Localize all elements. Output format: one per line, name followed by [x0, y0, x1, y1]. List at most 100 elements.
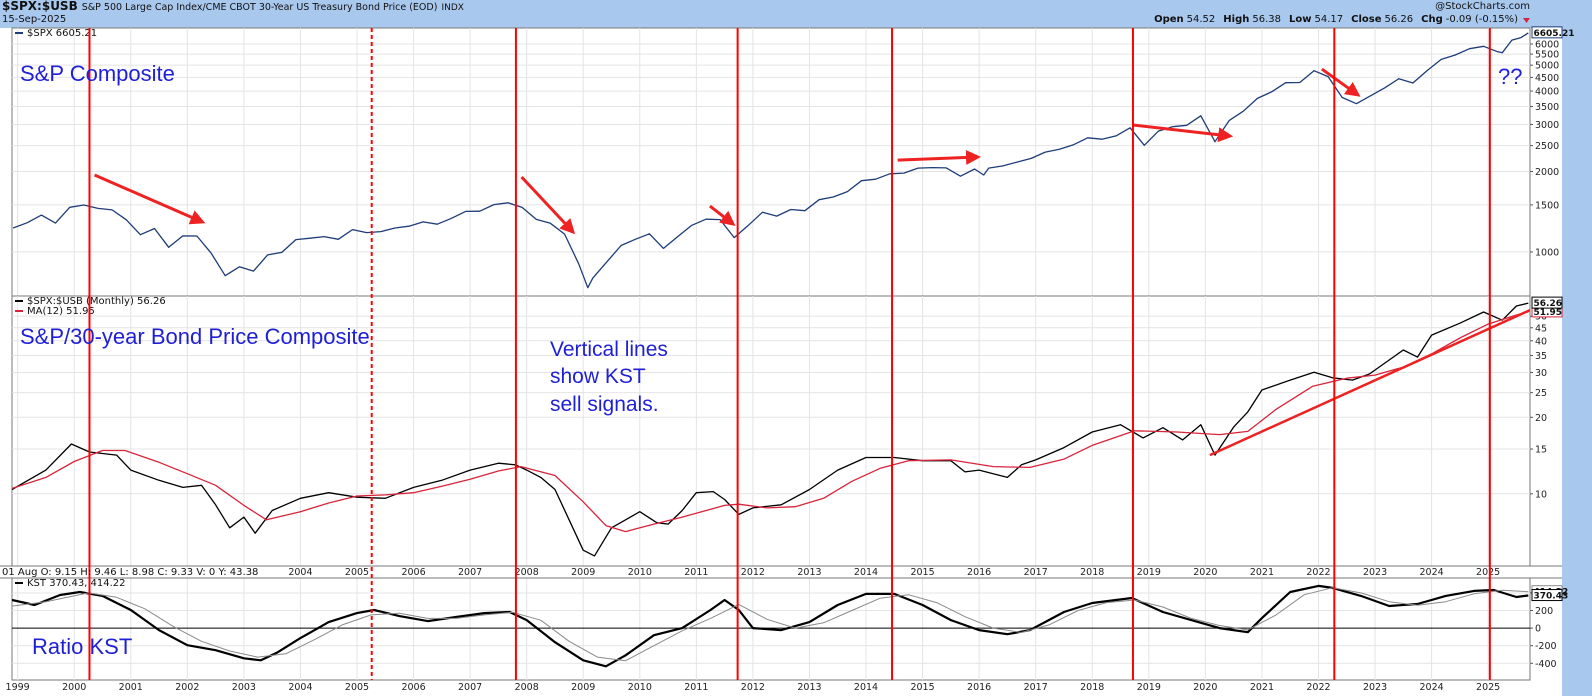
x-tick-label: 2022 [1306, 682, 1330, 693]
x-tick-label: 2013 [797, 567, 821, 578]
x-tick-label: 2017 [1024, 567, 1048, 578]
series-line [12, 302, 1529, 557]
x-tick-label: 2025 [1476, 682, 1500, 693]
series-line [12, 32, 1529, 289]
x-tick-label: 2015 [910, 682, 934, 693]
x-tick-label: 1999 [6, 682, 30, 693]
x-tick-label: 2024 [1419, 682, 1443, 693]
y-tick-label: 25 [1535, 388, 1547, 399]
annotation-arrow [897, 149, 981, 165]
x-tick-label: 2014 [854, 682, 878, 693]
x-tick-label: 2005 [345, 682, 369, 693]
x-tick-label: 2006 [401, 682, 425, 693]
annotation: Vertical lines [550, 338, 668, 361]
x-tick-label: 2005 [345, 567, 369, 578]
y-tick-label: 2500 [1535, 141, 1559, 152]
panel: 101520253035404550$SPX:$USB (Monthly) 56… [11, 295, 1563, 567]
x-tick-label: 2008 [515, 567, 539, 578]
value-tag-label: 370.43 [1534, 592, 1569, 602]
annotation: S&P/30-year Bond Price Composite [20, 324, 370, 349]
change-indicator [1523, 18, 1530, 23]
quote-label: High [1223, 14, 1249, 25]
y-tick-label: 30 [1535, 368, 1547, 379]
trendline [1209, 308, 1530, 457]
quote-value: 54.17 [1314, 14, 1343, 25]
value-tag [1531, 296, 1563, 309]
y-tick-label: 5000 [1535, 61, 1559, 72]
description: S&P 500 Large Cap Index/CME CBOT 30-Year… [82, 2, 438, 13]
y-tick-label: 3500 [1535, 102, 1559, 113]
annotation: Ratio KST [32, 634, 132, 659]
x-tick-label: 2000 [62, 682, 86, 693]
x-tick-label: 2015 [910, 567, 934, 578]
x-tick-label: 2008 [515, 682, 539, 693]
x-tick-label: 2020 [1193, 567, 1217, 578]
x-tick-label: 2011 [684, 567, 708, 578]
quote-label: Low [1289, 14, 1311, 25]
legend-entry: MA(12) 51.95 [27, 306, 95, 317]
y-tick-label: 45 [1535, 323, 1547, 334]
x-tick-label: 2013 [797, 682, 821, 693]
x-tick-label: 2021 [1250, 567, 1274, 578]
x-tick-label: 2020 [1193, 682, 1217, 693]
quote-label: Close [1351, 14, 1382, 25]
y-tick-label: 1000 [1535, 247, 1559, 258]
quote-value: -0.09 (-0.15%) [1446, 14, 1518, 25]
quote-value: 54.52 [1187, 14, 1216, 25]
y-tick-label: 35 [1535, 351, 1547, 362]
x-tick-label: 2023 [1363, 567, 1387, 578]
series-line [12, 311, 1529, 533]
value-tag-label: 56.26 [1534, 299, 1562, 309]
value-tag [1531, 26, 1563, 39]
bar-info: 01 Aug O: 9.15 H: 9.46 L: 8.98 C: 9.33 V… [2, 567, 258, 578]
value-tag-label: 6605.21 [1534, 29, 1575, 39]
y-tick-label: -400 [1535, 659, 1557, 670]
quote: Open 54.52 High 56.38 Low 54.17 Close 56.26 Chg -… [1154, 14, 1518, 25]
annotation-arrow [1320, 67, 1361, 97]
x-tick-label: 2010 [628, 567, 652, 578]
y-tick-label: -200 [1535, 641, 1557, 652]
x-tick-label: 2021 [1250, 682, 1274, 693]
annotation: S&P Composite [20, 61, 175, 86]
watermark: @StockCharts.com [1435, 1, 1530, 12]
x-tick-label: 2018 [1080, 567, 1104, 578]
x-tick-label: 2025 [1476, 567, 1500, 578]
x-tick-label: 2010 [628, 682, 652, 693]
quote-value: 56.26 [1385, 14, 1414, 25]
quote-label: Open [1154, 14, 1184, 25]
x-tick-label: 2012 [741, 682, 765, 693]
annotation-arrow [708, 204, 736, 226]
y-tick-label: 2000 [1535, 167, 1559, 178]
x-tick-label: 2007 [458, 567, 482, 578]
y-tick-label: 200 [1535, 606, 1553, 617]
x-tick-label: 2004 [288, 567, 312, 578]
x-tick-label: 2017 [1024, 682, 1048, 693]
y-tick-label: 1500 [1535, 200, 1559, 211]
panels: 1000150020002500300035004000450050005500… [0, 26, 1575, 693]
x-tick-label: 2022 [1306, 567, 1330, 578]
x-tick-label: 2012 [741, 567, 765, 578]
plot-area [12, 302, 1530, 557]
value-tag-label: 51.95 [1534, 308, 1562, 318]
y-tick-label: 20 [1535, 413, 1547, 424]
y-tick-label: 5500 [1535, 50, 1559, 61]
annotation-arrow [520, 175, 576, 235]
annotation-arrow [1132, 123, 1234, 143]
y-tick-label: 0 [1535, 624, 1541, 635]
value-tag [1531, 589, 1563, 602]
x-tick-label: 2001 [119, 682, 143, 693]
plot-area [12, 32, 1529, 289]
x-tick-label: 2019 [1137, 567, 1161, 578]
y-tick-label: 3000 [1535, 120, 1559, 131]
x-tick-label: 2009 [571, 567, 595, 578]
quote-value: 56.38 [1252, 14, 1281, 25]
quote-label: Chg [1421, 14, 1443, 25]
y-tick-label: 4000 [1535, 87, 1559, 98]
annotation-arrow [93, 173, 206, 225]
x-tick-label: 2016 [967, 682, 991, 693]
x-tick-label: 2023 [1363, 682, 1387, 693]
date: 15-Sep-2025 [2, 14, 66, 25]
annotation: show KST [550, 365, 646, 388]
